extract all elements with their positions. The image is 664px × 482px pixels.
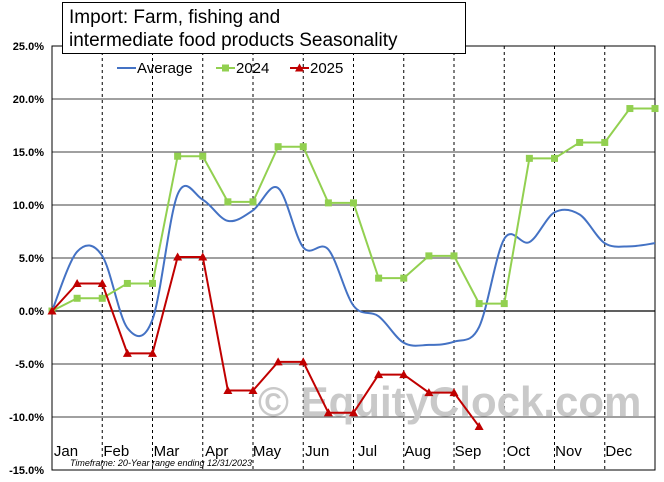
data-point-2025 [173,252,183,261]
y-tick-label: 10.0% [13,200,44,212]
data-point-2025 [424,388,434,397]
data-point-2024 [601,138,609,146]
y-tick-label: -15.0% [9,465,44,477]
data-point-2024 [324,199,332,207]
x-tick-label: Jul [358,443,377,460]
data-point-2024 [224,198,232,206]
data-point-2025 [349,408,358,417]
legend-entry-2025: 2025 [290,60,343,77]
x-axis-ticks: Jan Feb Mar Apr May Jun Jul Aug Sep Oct Nov Dec [54,443,633,460]
data-point-2025 [97,278,107,287]
data-point-2024 [73,294,81,302]
data-point-2025 [399,370,409,379]
y-tick-label: 5.0% [19,253,44,265]
legend: Average 2024 2025 [117,60,343,77]
x-tick-label: Sep [455,443,482,460]
data-point-2024 [98,294,106,302]
data-point-2024 [274,143,282,151]
x-tick-label: Jun [305,443,329,460]
y-axis-ticks: 25.0% 20.0% 15.0% 10.0% 5.0% 0.0% -5.0% -10.0% -… [9,41,44,477]
data-point-2024 [475,300,483,308]
data-point-2024 [400,274,408,282]
data-point-2024 [450,252,458,260]
data-point-2024 [299,143,307,151]
x-tick-label: Jan [54,443,78,460]
x-tick-label: Dec [605,443,632,460]
data-point-2024 [626,105,634,113]
data-point-2024 [500,300,508,308]
x-tick-label: Oct [507,443,531,460]
data-point-2025 [474,422,484,431]
data-point-2025 [47,306,57,315]
data-point-2024 [149,279,156,287]
data-point-2024 [651,105,659,113]
data-point-2025 [148,348,157,357]
data-point-2024 [174,152,182,160]
x-tick-label: Nov [555,443,582,460]
chart-title-box: Import: Farm, fishing and intermediate f… [62,2,466,54]
y-tick-label: 15.0% [13,147,44,159]
data-point-2025 [72,278,82,287]
timeframe-footnote: Timeframe: 20-Year range ending 12/31/20… [70,458,252,468]
data-point-2024 [576,138,584,146]
legend-label-2024: 2024 [236,60,269,77]
data-point-2024 [199,152,207,160]
x-tick-label: Apr [205,443,228,460]
series-2025 [47,252,484,431]
y-tick-label: -10.0% [9,412,44,424]
chart-title-line-2: intermediate food products Seasonality [69,30,398,51]
data-point-2024 [525,154,533,162]
data-point-2024 [123,279,131,287]
data-point-2025 [248,386,258,394]
y-tick-label: 25.0% [13,41,44,53]
y-tick-label: 0.0% [19,306,44,318]
data-point-2024 [249,198,257,206]
chart-title-line-1: Import: Farm, fishing and [69,7,281,28]
x-tick-label: Aug [404,443,431,460]
data-point-2024 [551,154,558,162]
data-point-2024 [425,252,433,260]
x-tick-label: Feb [103,443,129,460]
data-point-2025 [374,370,384,379]
legend-label-average: Average [137,60,193,77]
series-layer [47,105,659,431]
x-tick-label: Mar [154,443,180,460]
data-point-2025 [122,348,132,357]
y-tick-label: 20.0% [13,94,44,106]
data-point-2025 [273,357,283,366]
y-tick-label: -5.0% [15,359,44,371]
series-line-average [51,185,656,347]
legend-marker-2025 [295,63,304,72]
data-point-2025 [323,408,333,417]
legend-marker-2024 [222,64,229,72]
data-point-2025 [298,357,308,366]
data-point-2025 [449,388,459,397]
x-tick-label: May [253,443,282,460]
data-point-2025 [223,386,233,394]
data-point-2024 [350,199,357,207]
data-point-2024 [375,274,383,282]
legend-label-2025: 2025 [310,60,343,77]
data-point-2025 [198,252,208,261]
series-average [51,185,656,347]
legend-entry-2024: 2024 [216,60,269,77]
legend-entry-average: Average [117,60,193,77]
